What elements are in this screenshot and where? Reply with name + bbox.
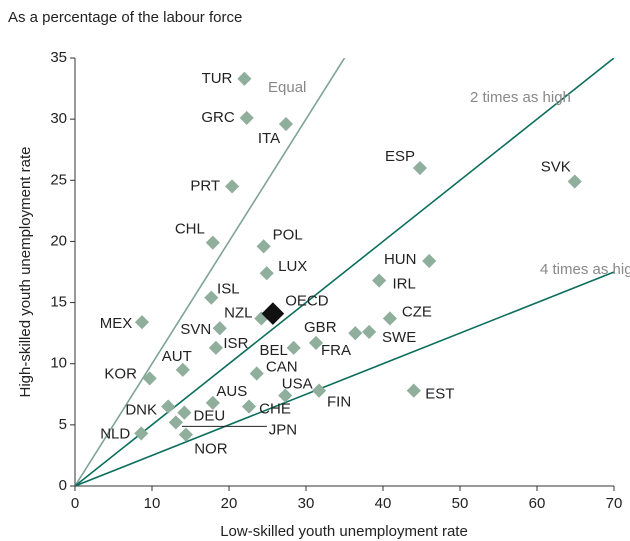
x-tick-label: 70 (606, 495, 623, 512)
point (134, 315, 150, 330)
point-label: BEL (260, 342, 288, 359)
reference-line (75, 58, 346, 486)
x-tick-label: 0 (71, 495, 79, 512)
point-label: CHL (175, 221, 205, 238)
x-tick-label: 20 (221, 495, 238, 512)
y-tick-label: 30 (50, 110, 67, 127)
point (178, 427, 193, 442)
point (205, 235, 220, 250)
point-label: DEU (194, 408, 226, 425)
point (225, 179, 240, 194)
point-label: CZE (402, 303, 432, 320)
y-tick-label: 20 (50, 232, 67, 249)
point (372, 273, 387, 288)
reference-label: 2 times as high (470, 89, 571, 106)
point (382, 311, 398, 326)
y-tick-label: 25 (50, 171, 67, 188)
y-tick-label: 15 (50, 294, 67, 311)
point (249, 366, 264, 381)
point-label: FIN (327, 394, 351, 411)
point-label: LUX (278, 258, 307, 275)
point (308, 335, 324, 350)
point-label: NOR (194, 441, 228, 458)
point (168, 415, 183, 430)
x-tick-label: 50 (452, 495, 469, 512)
point (286, 340, 301, 355)
point-label: SWE (382, 329, 416, 346)
y-tick-label: 35 (50, 49, 67, 66)
x-tick-label: 10 (144, 495, 161, 512)
point (212, 321, 227, 336)
y-axis-title: High-skilled youth unemployment rate (17, 147, 34, 398)
point-label: ISL (217, 281, 240, 298)
point (208, 340, 223, 355)
point-label: ITA (258, 130, 280, 147)
point (175, 362, 190, 377)
point (278, 388, 293, 403)
reference-line (75, 271, 614, 486)
point-label: USA (282, 375, 313, 392)
point (259, 266, 274, 281)
x-tick-label: 60 (529, 495, 546, 512)
point-label: POL (273, 226, 303, 243)
point (278, 116, 294, 132)
point (256, 239, 271, 254)
point-label: KOR (104, 365, 137, 382)
point-label: SVN (180, 321, 211, 338)
reference-line (75, 58, 614, 486)
point-label: EST (425, 386, 454, 403)
point-label: CAN (266, 358, 298, 375)
point-label: JPN (269, 421, 297, 438)
point (237, 71, 252, 86)
point (362, 324, 377, 339)
point (142, 371, 157, 386)
point-label: CHE (259, 400, 291, 417)
point (161, 399, 176, 414)
reference-label: 4 times as high (540, 261, 630, 278)
point-label: GRC (201, 109, 235, 126)
point-label: AUT (162, 348, 192, 365)
point-label: IRL (392, 276, 415, 293)
point (348, 326, 363, 341)
point-label: SVK (541, 158, 571, 175)
point (205, 395, 220, 410)
y-tick-label: 0 (59, 477, 67, 494)
point (567, 174, 582, 189)
point-label: FRA (321, 342, 351, 359)
point-label: HUN (384, 251, 417, 268)
reference-label: Equal (268, 79, 306, 96)
point (406, 383, 421, 398)
point (177, 405, 192, 420)
y-tick-label: 10 (50, 355, 67, 372)
point-label: DNK (125, 401, 157, 418)
point-label: ESP (385, 148, 415, 165)
x-tick-label: 30 (298, 495, 315, 512)
point (204, 290, 219, 305)
point (134, 426, 149, 441)
point-label: TUR (202, 70, 233, 87)
point (312, 383, 327, 398)
point-label: PRT (190, 177, 220, 194)
point-label: ISR (223, 335, 248, 352)
point-label: NLD (100, 425, 130, 442)
point (239, 110, 254, 125)
point-label: MEX (100, 315, 133, 332)
point (241, 399, 257, 414)
x-axis-title: Low-skilled youth unemployment rate (220, 523, 468, 540)
x-tick-label: 40 (375, 495, 392, 512)
y-tick-label: 5 (59, 416, 67, 433)
point-label: NZL (224, 304, 252, 321)
subtitle: As a percentage of the labour force (8, 9, 242, 26)
point-label: AUS (216, 383, 247, 400)
point (422, 253, 437, 269)
point-label: GBR (304, 319, 337, 336)
point-label: OECD (285, 293, 329, 310)
point (412, 160, 428, 176)
point (261, 302, 285, 325)
